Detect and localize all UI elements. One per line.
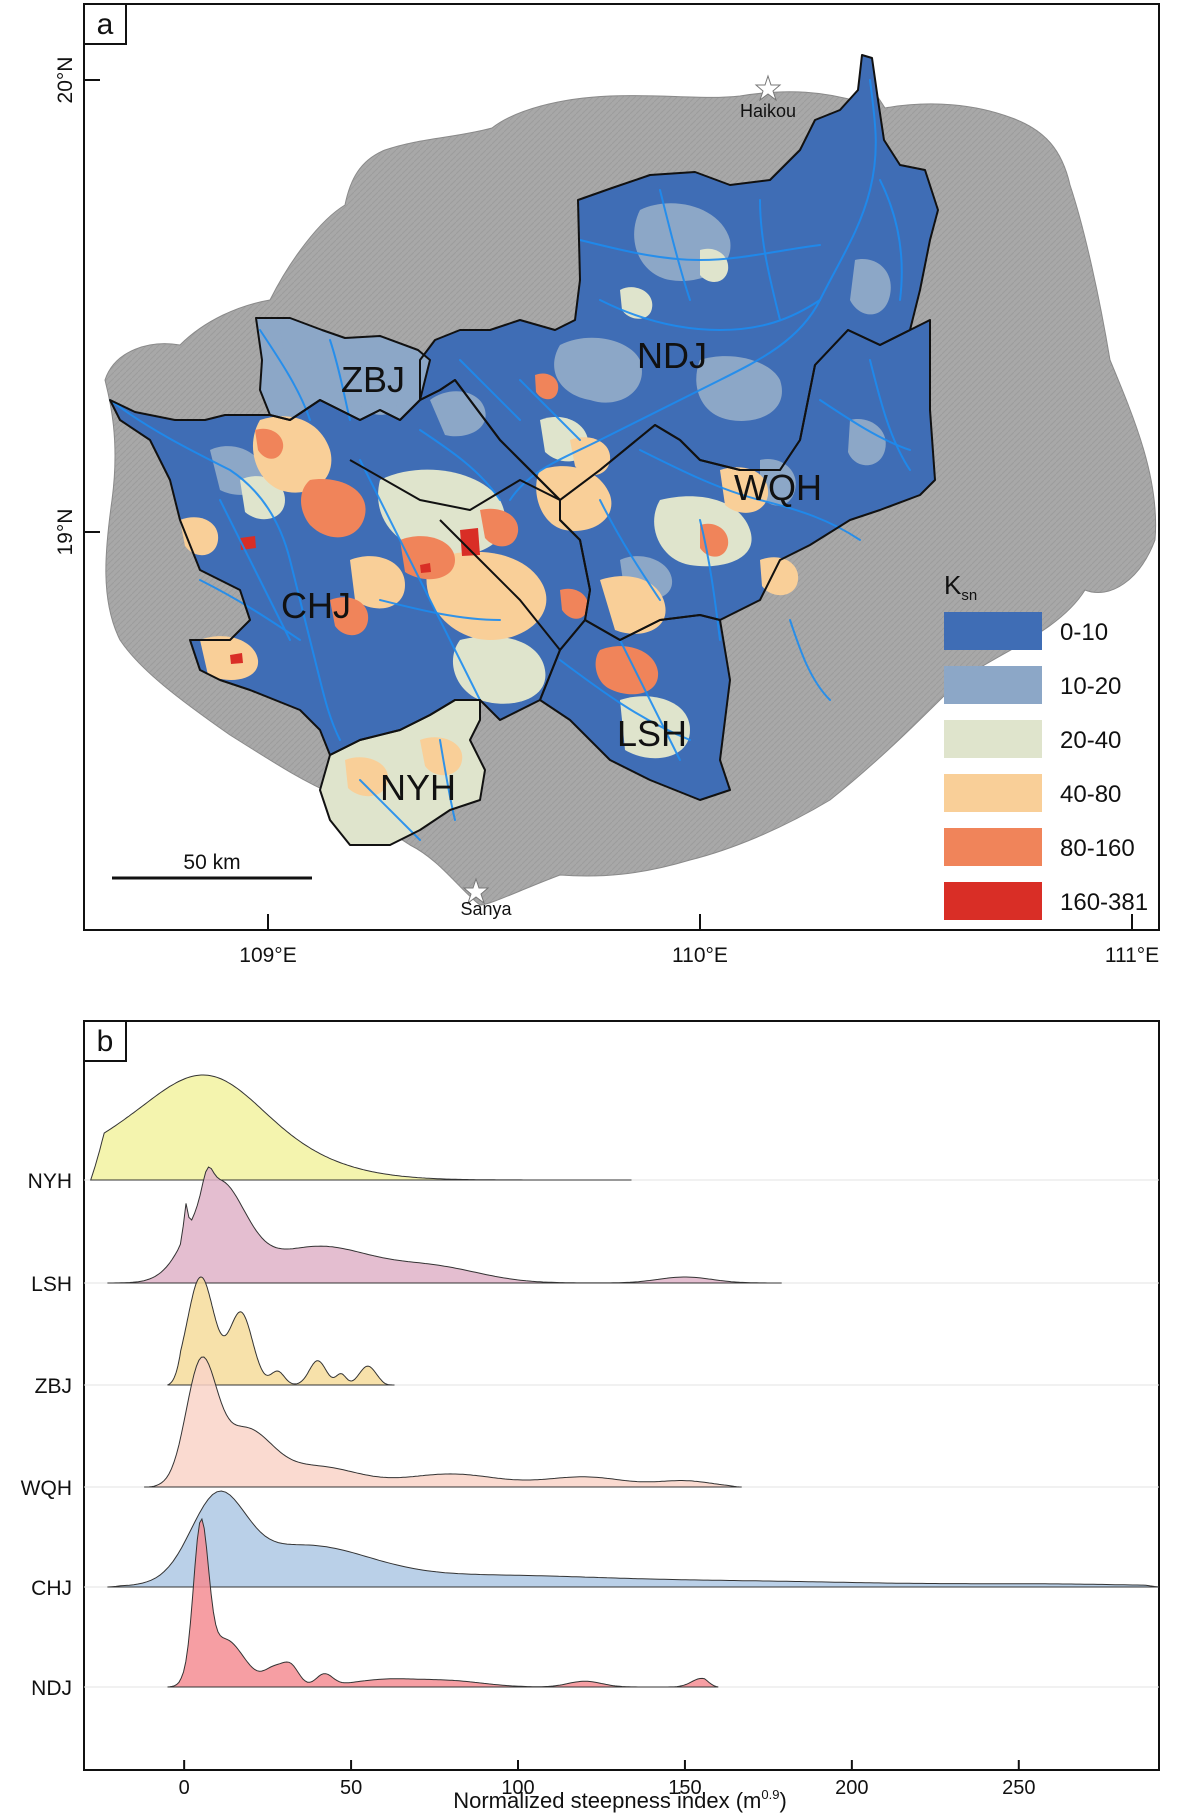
legend-swatch-2 [944,720,1042,758]
panel-a-label: a [97,8,114,41]
row-label-zbj: ZBJ [35,1375,72,1398]
basin-label-zbj: ZBJ [341,359,405,400]
graticule [84,79,1133,930]
legend-swatch-0 [944,612,1042,650]
row-labels: NYH LSH ZBJ WQH CHJ NDJ [21,1170,72,1700]
legend-swatch-4 [944,828,1042,866]
x-axis-title: Normalized steepness index (m0.9) [453,1787,787,1813]
nyh-basin [320,700,485,845]
panel-a-label-box [83,3,127,45]
legend-swatch-5 [944,882,1042,920]
legend-label-4: 80-160 [1060,835,1135,862]
ridge-zbj [167,1276,395,1386]
legend-label-0: 0-10 [1060,619,1108,646]
row-label-lsh: LSH [31,1273,72,1296]
river-network [109,79,911,841]
city-label-haikou: Haikou [740,101,796,121]
ksn-map-panel: 20°N 19°N 109°E 110°E 111°E a NDJ ZBJ WQ… [54,3,1160,967]
basin-label-chj: CHJ [281,585,351,626]
row-label-ndj: NDJ [31,1677,72,1700]
city-label-sanya: Sanya [460,899,512,919]
legend-title: Ksn [944,570,977,604]
map-content [104,54,1157,906]
x-tick-label: 200 [835,1777,868,1799]
patches-80-160 [255,373,729,695]
ksn-legend: Ksn 0-10 10-20 20-40 40-80 80-160 160-38… [944,570,1148,920]
x-tick-label: 0 [179,1777,190,1799]
ridge-nyh [90,1074,632,1181]
panel-b-label-box [83,1020,127,1062]
lat-tick-20n: 20°N [54,57,77,104]
ridges [90,1074,1159,1688]
x-axis: 0 50 100 150 200 250 [179,1760,1035,1799]
panel-b-label: b [97,1025,114,1058]
x-tick-label: 50 [340,1777,362,1799]
patches-160-381 [230,528,480,664]
ridge-chj [107,1490,1159,1588]
star-icon [462,877,490,905]
ridgeline-chart-panel: NYH LSH ZBJ WQH CHJ NDJ 0 50 100 150 200 250 b Nor… [21,1020,1160,1813]
legend-label-2: 20-40 [1060,727,1121,754]
scale-bar-label: 50 km [183,851,240,874]
legend-label-3: 40-80 [1060,781,1121,808]
row-label-chj: CHJ [31,1577,72,1600]
lat-tick-19n: 19°N [54,509,77,556]
x-tick-label: 100 [501,1777,534,1799]
basin-label-wqh: WQH [734,467,822,508]
lon-tick-111e: 111°E [1105,944,1159,967]
lon-tick-109e: 109°E [239,944,296,967]
x-tick-label: 250 [1002,1777,1035,1799]
basin-label-nyh: NYH [380,767,456,808]
ridge-ndj [167,1517,719,1688]
legend-swatch-1 [944,666,1042,704]
basin-label-ndj: NDJ [637,335,707,376]
legend-label-5: 160-381 [1060,889,1148,916]
ridge-lsh [107,1166,782,1284]
row-label-wqh: WQH [21,1477,72,1500]
legend-swatch-3 [944,774,1042,812]
ridge-wqh [144,1356,742,1488]
basin-label-lsh: LSH [617,713,687,754]
row-label-nyh: NYH [28,1170,72,1193]
x-tick-label: 150 [668,1777,701,1799]
legend-label-1: 10-20 [1060,673,1121,700]
basin-boundaries [109,54,939,846]
star-icon [754,74,782,102]
lon-tick-110e: 110°E [672,944,728,967]
